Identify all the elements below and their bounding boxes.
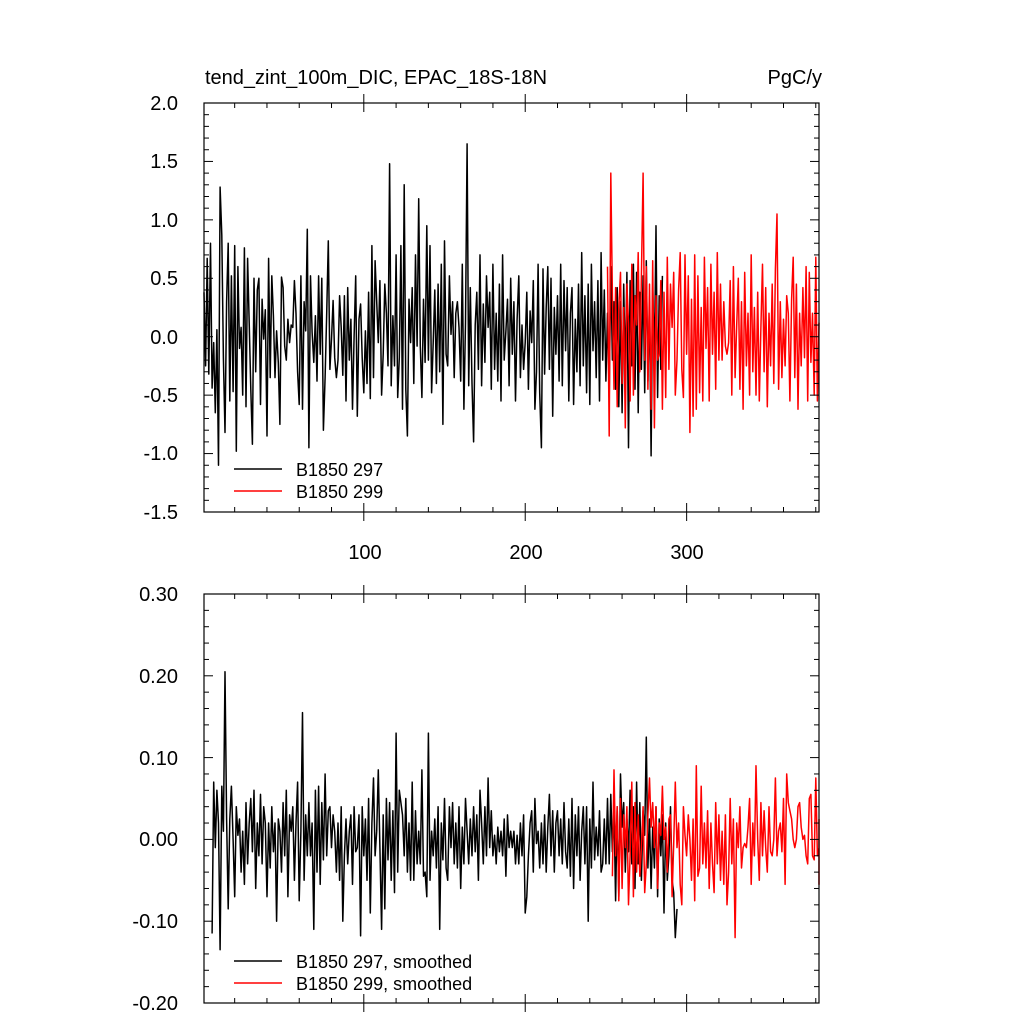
- top-y-tick-label: -0.5: [144, 385, 178, 407]
- bottom-y-tick-label: 0.00: [139, 829, 178, 851]
- bottom-ticks: [204, 585, 819, 1012]
- top-y-tick-label: 1.0: [150, 210, 178, 232]
- top-series-layer: [203, 143, 820, 467]
- bottom-series-297-line: [211, 670, 678, 951]
- top-legend: B1850 297 B1850 299: [234, 460, 383, 502]
- bottom-legend-label-299: B1850 299, smoothed: [296, 974, 472, 994]
- top-y-tick-label: 2.0: [150, 93, 178, 115]
- bottom-legend: B1850 297, smoothed B1850 299, smoothed: [234, 952, 472, 994]
- top-series-297-line: [203, 143, 664, 467]
- bottom-series-299-line: [611, 765, 820, 939]
- top-x-tick-label: 200: [509, 542, 542, 564]
- top-x-tick-label: 300: [670, 542, 703, 564]
- top-plot-frame: [203, 102, 820, 513]
- bottom-y-tick-label: -0.20: [132, 993, 178, 1015]
- bottom-y-tick-label: -0.10: [132, 911, 178, 933]
- bottom-legend-label-297: B1850 297, smoothed: [296, 952, 472, 972]
- bottom-panel: 0.30 0.20 0.10 0.00 -0.10 -0.20 B1850 29…: [132, 584, 820, 1015]
- top-series-299-line: [606, 172, 820, 437]
- top-panel: 2.0 1.5 1.0 0.5 0.0 -0.5 -1.0 -1.5 100 2…: [144, 93, 820, 564]
- top-x-tick-label: 100: [348, 542, 381, 564]
- top-y-tick-label: 0.0: [150, 327, 178, 349]
- chart-title-left: tend_zint_100m_DIC, EPAC_18S-18N: [205, 67, 547, 89]
- bottom-y-tick-label: 0.30: [139, 584, 178, 606]
- top-y-tick-label: 0.5: [150, 268, 178, 290]
- top-y-tick-label: -1.0: [144, 443, 178, 465]
- bottom-y-tick-label: 0.10: [139, 748, 178, 770]
- top-ticks: [204, 94, 819, 521]
- chart-title-right: PgC/y: [768, 67, 822, 89]
- bottom-plot-frame: [203, 593, 820, 1004]
- bottom-y-tick-label: 0.20: [139, 666, 178, 688]
- top-y-tick-label: -1.5: [144, 502, 178, 524]
- top-legend-label-299: B1850 299: [296, 482, 383, 502]
- bottom-series-layer: [211, 670, 820, 951]
- top-y-tick-label: 1.5: [150, 151, 178, 173]
- top-legend-label-297: B1850 297: [296, 460, 383, 480]
